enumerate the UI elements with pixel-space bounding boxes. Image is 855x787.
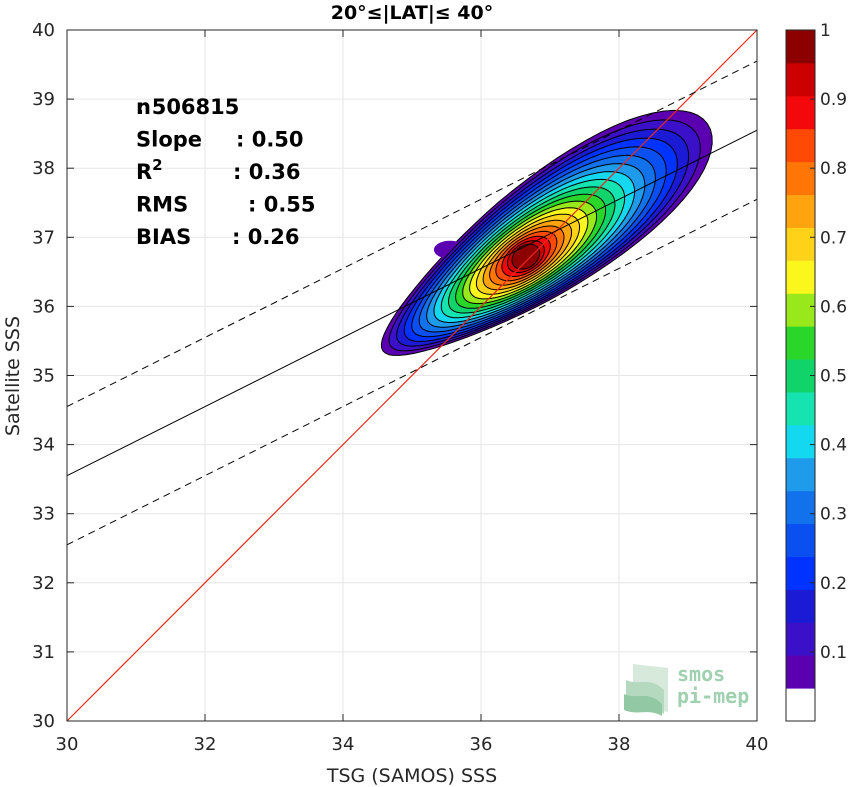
colorbar-swatch xyxy=(786,523,815,557)
y-tick-label: 33 xyxy=(32,504,55,525)
colorbar-tick-label: 0.8 xyxy=(820,159,847,179)
y-axis: 30 31 32 33 34 35 36 37 38 39 40 xyxy=(32,20,757,732)
colorbar-swatch xyxy=(786,260,815,294)
y-tick-label: 35 xyxy=(32,366,55,387)
colorbar-swatch xyxy=(786,424,815,459)
colorbar-swatch xyxy=(786,622,815,656)
fit-line xyxy=(66,129,758,477)
colorbar-swatch xyxy=(786,688,815,722)
smos-pi-mep-logo: smos pi-mep xyxy=(624,662,749,716)
x-tick-label: 36 xyxy=(470,734,493,755)
colorbar-swatch xyxy=(786,326,815,360)
colorbar-tick-label: 0.7 xyxy=(820,228,847,248)
x-axis: 30 32 34 36 38 40 xyxy=(56,30,769,755)
stat-value: : 0.36 xyxy=(233,160,301,184)
stat-label: RMS xyxy=(136,193,188,217)
x-tick-label: 32 xyxy=(194,734,217,755)
colorbar-swatch xyxy=(786,95,815,130)
colorbar-swatch xyxy=(786,62,815,97)
stat-superscript: 2 xyxy=(152,156,162,174)
stat-value: : 0.50 xyxy=(236,128,304,152)
stat-value: : 0.55 xyxy=(248,193,316,217)
colorbar-swatch xyxy=(786,490,815,525)
stat-value: : 0.26 xyxy=(232,225,300,249)
colorbar-tick-label: 0.1 xyxy=(820,643,847,663)
colorbar-tick-label: 0.5 xyxy=(820,367,847,387)
colorbar-tick-label: 0.3 xyxy=(820,505,847,525)
chart-title: 20°≤|LAT|≤ 40° xyxy=(331,2,494,24)
logo-line-2: pi-mep xyxy=(677,684,749,708)
colorbar-swatch xyxy=(786,194,815,228)
colorbar-tick-label: 0.2 xyxy=(820,574,847,594)
colorbar-swatch xyxy=(786,655,815,689)
y-axis-label: Satellite SSS xyxy=(2,316,24,436)
logo-waves-icon xyxy=(624,664,668,716)
logo-line-1: smos xyxy=(677,662,725,686)
density-contours xyxy=(380,109,713,356)
identity-line xyxy=(66,29,758,722)
y-tick-label: 38 xyxy=(32,158,55,179)
x-tick-label: 40 xyxy=(746,734,769,755)
y-tick-label: 40 xyxy=(32,20,55,41)
x-axis-label: TSG (SAMOS) SSS xyxy=(326,765,497,787)
colorbar-tick-label: 0.6 xyxy=(820,297,847,317)
colorbar-swatch xyxy=(786,30,815,64)
density-contour xyxy=(511,243,541,270)
x-tick-label: 38 xyxy=(608,734,631,755)
y-tick-label: 37 xyxy=(32,227,55,248)
stat-value: : 506815 xyxy=(136,95,239,119)
stat-label: BIAS xyxy=(136,225,191,249)
colorbar-swatch xyxy=(786,589,815,623)
x-tick-label: 30 xyxy=(56,734,79,755)
colorbar-swatch xyxy=(786,293,815,327)
x-tick-label: 34 xyxy=(332,734,355,755)
stat-label: Slope xyxy=(136,128,202,152)
stat-label: R2 xyxy=(136,156,163,184)
colorbar-swatch xyxy=(786,128,815,163)
colorbar-swatch xyxy=(786,391,815,426)
y-tick-label: 36 xyxy=(32,296,55,317)
colorbar-swatch xyxy=(786,161,815,196)
colorbar-tick-label: 1 xyxy=(820,21,831,41)
stat-label: n xyxy=(136,95,151,119)
colorbar: 0.1 0.2 0.3 0.4 0.5 0.6 0.7 0.8 0.9 1 xyxy=(785,21,847,722)
colorbar-tick-label: 0.9 xyxy=(820,90,847,110)
y-tick-label: 39 xyxy=(32,89,55,110)
y-tick-label: 31 xyxy=(32,642,55,663)
reference-lines xyxy=(66,29,758,722)
colorbar-swatch xyxy=(786,227,815,261)
y-tick-label: 32 xyxy=(32,573,55,594)
colorbar-swatch xyxy=(786,556,815,590)
colorbar-tick-label: 0.4 xyxy=(820,436,847,456)
y-tick-label: 30 xyxy=(32,711,55,732)
stats-annotation: n: 506815 Slope : 0.50 R2 : 0.36 RMS : 0.55 BIA… xyxy=(136,95,316,249)
colorbar-swatch xyxy=(786,457,815,492)
y-tick-label: 34 xyxy=(32,435,55,456)
fit-offset-line xyxy=(66,198,758,546)
fit-offset-line xyxy=(66,60,758,408)
